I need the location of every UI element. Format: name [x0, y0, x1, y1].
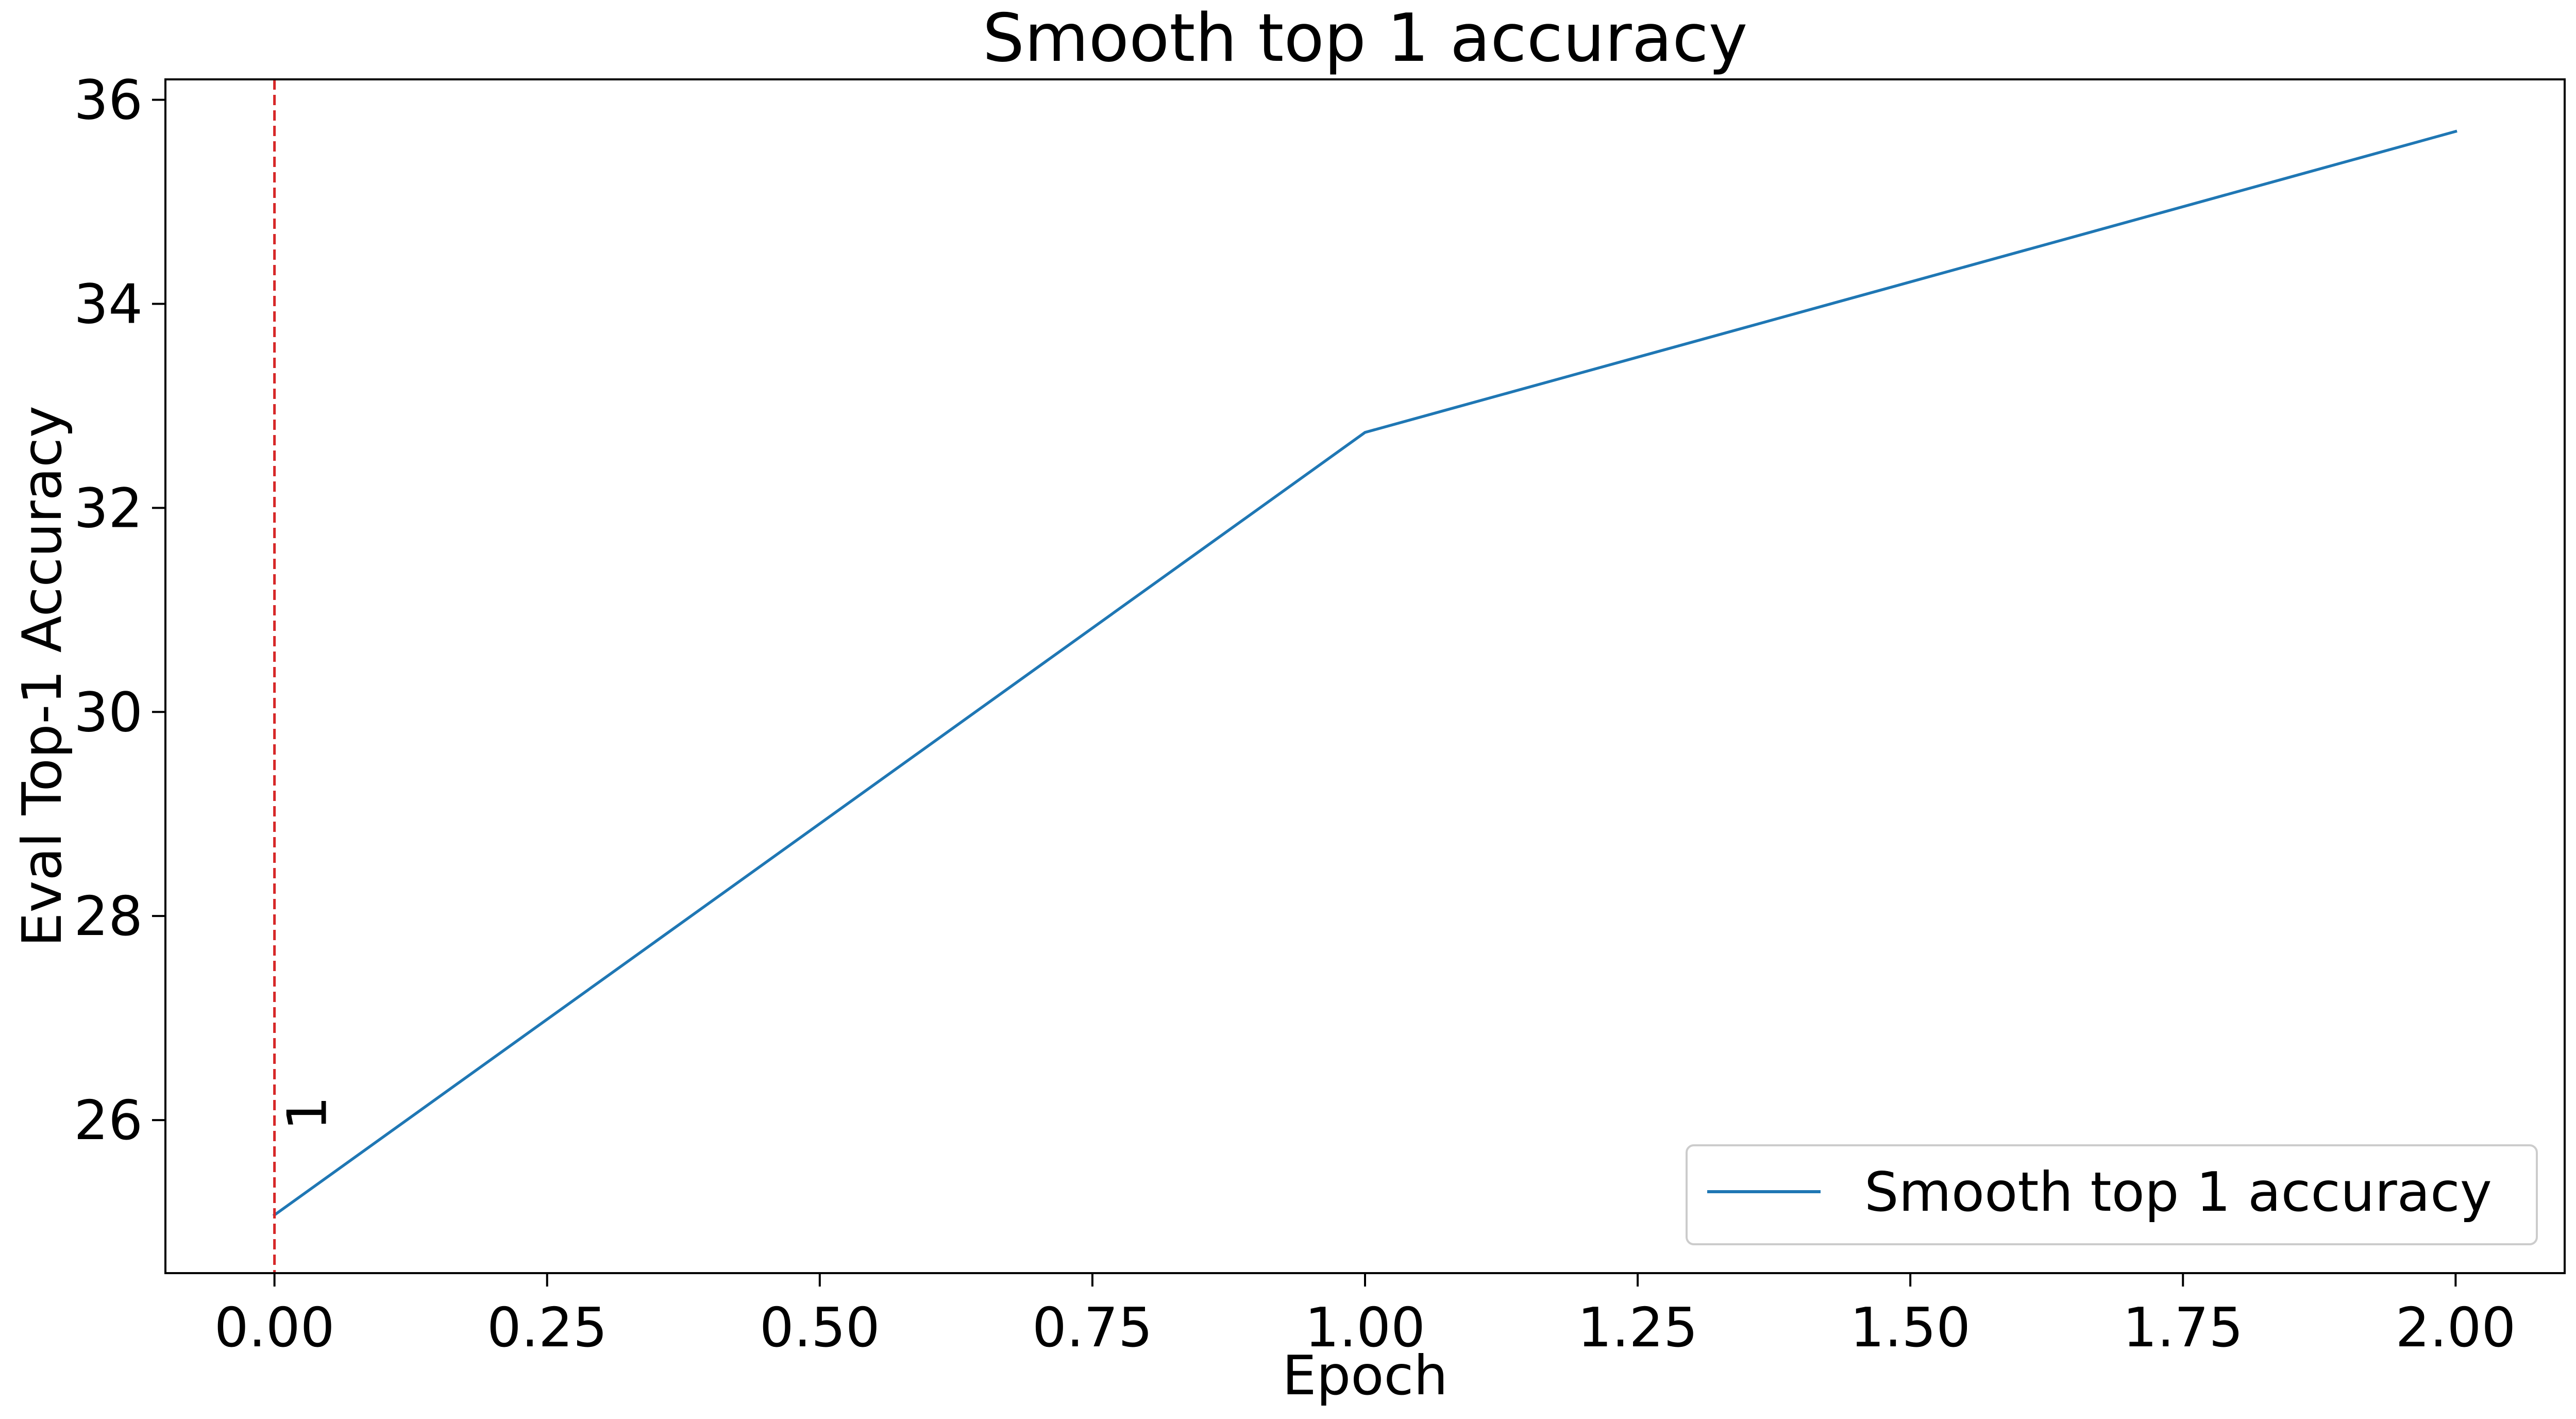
series-line	[272, 129, 2457, 1217]
legend-label: Smooth top 1 accuracy	[1864, 1161, 2492, 1224]
chart-title: Smooth top 1 accuracy	[983, 0, 1748, 77]
x-tick-label: 1.75	[2123, 1296, 2243, 1359]
x-tick-label: 0.75	[1032, 1296, 1153, 1359]
y-tick-label: 28	[74, 885, 143, 948]
x-tick-label: 0.00	[214, 1296, 335, 1359]
x-tick-label: 0.50	[760, 1296, 880, 1359]
y-tick-label: 34	[74, 273, 143, 336]
y-axis: 26 28 30 32 34 36	[74, 69, 165, 1152]
x-tick-label: 2.00	[2395, 1296, 2516, 1359]
series-layer	[272, 129, 2457, 1217]
x-axis: 0.00 0.25 0.50 0.75 1.00 1.25 1.50 1.75 2.00	[214, 1273, 2516, 1359]
y-tick-label: 26	[74, 1089, 143, 1152]
y-axis-label: Eval Top-1 Accuracy	[11, 406, 74, 947]
x-tick-label: 1.00	[1305, 1296, 1425, 1359]
legend: Smooth top 1 accuracy	[1686, 1144, 2538, 1245]
y-tick-label: 30	[74, 681, 143, 744]
x-tick-label: 1.25	[1577, 1296, 1698, 1359]
vertical-marker-label: 1	[276, 1096, 339, 1130]
y-tick-label: 36	[74, 69, 143, 132]
y-tick-label: 32	[74, 477, 143, 540]
annotation-layer: 1	[273, 79, 339, 1273]
legend-box	[1686, 1144, 2538, 1245]
x-tick-label: 1.50	[1850, 1296, 1971, 1359]
x-tick-label: 0.25	[487, 1296, 608, 1359]
x-axis-label: Epoch	[1282, 1344, 1448, 1407]
